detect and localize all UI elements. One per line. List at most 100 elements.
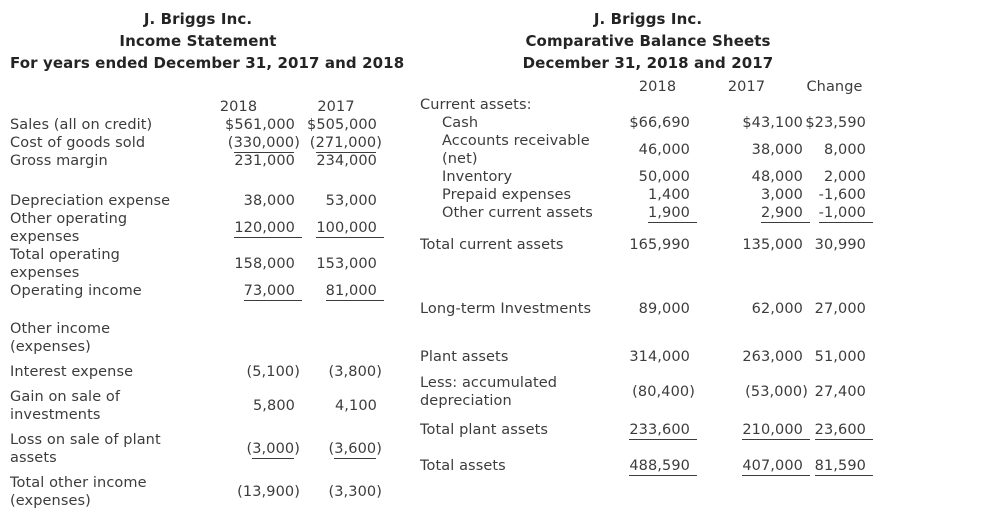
cell-value: (3,000) (246, 441, 300, 459)
row-label: Total current assets (420, 237, 564, 253)
cell-value: 165,990 (629, 237, 690, 253)
row-label: Operating income (10, 283, 142, 299)
income-statement-title: J. Briggs Inc. Income Statement For year… (10, 8, 405, 74)
cell-value: (13,900) (237, 484, 300, 500)
cell-value: $66,690 (629, 115, 690, 131)
section-plant-assets: Plant assets 314,000 263,000 51,000 Less: ac… (420, 348, 876, 410)
cell-value: 38,000 (243, 193, 295, 209)
cell-value: 210,000 (690, 421, 810, 440)
cell-value: 407,000 (690, 457, 810, 476)
row-gross-margin: Gross margin 231,000 234,000 (10, 152, 386, 170)
cell-value: $561,000 (225, 117, 295, 133)
row-label: Interest expense (10, 364, 134, 380)
cell-value: 62,000 (751, 301, 803, 317)
row-total-current-assets: Total current assets 165,990 135,000 30,990 (420, 236, 876, 254)
row-label: Gross margin (10, 153, 108, 169)
cell-value: 4,100 (334, 398, 377, 414)
column-header-change: Change (806, 79, 863, 95)
column-header-2018: 2018 (219, 99, 258, 115)
cell-value: (330,000) (227, 135, 300, 153)
column-header-2017: 2017 (727, 79, 766, 95)
cell-value: (5,100) (246, 364, 300, 380)
cell-value: $505,000 (307, 117, 377, 133)
row-label: Other current assets (442, 205, 593, 221)
cell-value: 38,000 (751, 142, 803, 158)
section-gross-margin: Sales (all on credit) $561,000 $505,000 Cos… (10, 116, 386, 170)
column-header-2017: 2017 (317, 99, 355, 115)
row-label: Cost of goods sold (10, 135, 146, 151)
row-plant-assets: Plant assets 314,000 263,000 51,000 (420, 348, 876, 366)
cell-value: 50,000 (638, 169, 690, 185)
cell-value: 53,000 (325, 193, 377, 209)
company-name: J. Briggs Inc. (143, 10, 253, 28)
cell-value: 314,000 (629, 349, 690, 365)
row-label: Total assets (420, 458, 506, 474)
cell-value: 1,900 (625, 204, 697, 223)
statement-period: For years ended December 31, 2017 and 20… (10, 54, 405, 72)
cell-value: 51,000 (814, 349, 866, 365)
row-label: Less: accumulated depreciation (420, 375, 558, 409)
cell-value: 488,590 (625, 457, 697, 476)
row-label: Accounts receivable (net) (442, 133, 590, 167)
cell-value: 81,000 (295, 282, 384, 301)
cell-value: 89,000 (638, 301, 690, 317)
row-label: Cash (442, 115, 479, 131)
cell-value: $23,590 (805, 115, 866, 131)
row-label: Inventory (442, 169, 513, 185)
income-statement-column-headers: 2018 2017 (10, 98, 386, 116)
company-name: J. Briggs Inc. (593, 10, 703, 28)
column-header-2018: 2018 (638, 79, 677, 95)
cell-value: 231,000 (234, 153, 295, 169)
row-label: Other operating expenses (10, 211, 128, 245)
row-label: Total operating expenses (10, 247, 120, 281)
cell-value: 153,000 (316, 256, 377, 272)
balance-sheet-title: J. Briggs Inc. Comparative Balance Sheet… (420, 8, 876, 74)
cell-value: 2,000 (823, 169, 866, 185)
statement-name: Comparative Balance Sheets (525, 32, 771, 50)
cell-value: 8,000 (823, 142, 866, 158)
cell-value: 27,400 (814, 384, 866, 400)
row-cash: Cash $66,690 $43,100 $23,590 (420, 114, 876, 132)
section-total-current-assets: Total current assets 165,990 135,000 30,990 (420, 236, 876, 254)
cell-value: 48,000 (751, 169, 803, 185)
row-prepaid-expenses: Prepaid expenses 1,400 3,000 -1,600 (420, 186, 876, 204)
balance-sheet: J. Briggs Inc. Comparative Balance Sheet… (420, 8, 876, 476)
row-other-current-assets: Other current assets 1,900 2,900 -1,000 (420, 204, 876, 223)
cell-value: (3,800) (328, 364, 382, 380)
row-cost-of-goods-sold: Cost of goods sold (330,000) (271,000) (10, 134, 386, 153)
row-interest-expense: Interest expense (5,100) (3,800) (10, 363, 386, 381)
row-label: Long-term Investments (420, 301, 592, 317)
cell-value: 135,000 (742, 237, 803, 253)
section-total-assets: Total assets 488,590 407,000 81,590 (420, 457, 876, 476)
row-long-term-investments: Long-term Investments 89,000 62,000 27,000 (420, 300, 876, 318)
row-other-operating-expenses: Other operating expenses 120,000 100,000 (10, 210, 386, 246)
row-other-income-expenses: Other income (expenses) (10, 320, 386, 356)
cell-value: (3,300) (328, 484, 382, 500)
row-inventory: Inventory 50,000 48,000 2,000 (420, 168, 876, 186)
cell-value: -1,000 (803, 204, 873, 223)
row-total-plant-assets: Total plant assets 233,600 210,000 23,600 (420, 421, 876, 440)
cell-value: 23,600 (803, 421, 873, 440)
statement-period: December 31, 2018 and 2017 (522, 54, 774, 72)
cell-value: $43,100 (742, 115, 803, 131)
row-label: Gain on sale of investments (10, 389, 121, 423)
balance-sheet-rows: Current assets: Cash $66,690 $43,100 $23,590… (420, 96, 876, 476)
cell-value: 46,000 (638, 142, 690, 158)
cell-value: 81,590 (803, 457, 873, 476)
cell-value: 73,000 (182, 282, 302, 301)
cell-value: (3,600) (328, 441, 382, 459)
row-label: Current assets: (420, 97, 532, 113)
row-label: Depreciation expense (10, 193, 171, 209)
cell-value: (80,400) (632, 384, 695, 400)
row-label: Other income (expenses) (10, 321, 111, 355)
cell-value: 5,800 (252, 398, 295, 414)
row-less-accumulated-depreciation: Less: accumulated depreciation (80,400) (5… (420, 374, 876, 410)
row-label: Sales (all on credit) (10, 117, 153, 133)
cell-value: 3,000 (760, 187, 803, 203)
row-depreciation-expense: Depreciation expense 38,000 53,000 (10, 192, 386, 210)
balance-sheet-column-headers: 2018 2017 Change (420, 78, 876, 96)
row-loss-on-sale-of-plant-assets: Loss on sale of plant assets (3,000) (3,60… (10, 431, 386, 467)
cell-value: (53,000) (745, 384, 808, 400)
row-label: Total other income (expenses) (10, 475, 147, 509)
